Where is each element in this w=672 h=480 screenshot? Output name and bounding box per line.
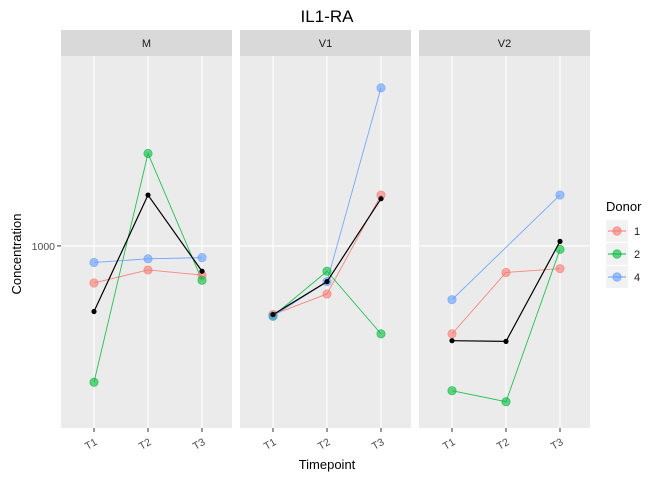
panel-background [240,56,411,428]
x-axis-label: Timepoint [299,457,356,472]
legend-entry-4: 4 [606,266,640,288]
x-tick-label: T2 [316,436,333,453]
legend: Donor 1 2 4 [606,199,642,288]
point-donor-2 [447,386,457,396]
x-tick-label: T3 [549,436,566,453]
x-tick-label: T1 [441,436,458,453]
panel-background [61,56,232,428]
legend-key-point [612,249,622,259]
point-donor-2 [501,397,511,407]
point-donor-2 [143,148,153,159]
x-tick-label: T2 [495,436,512,453]
facet-strip-label: V1 [319,38,332,50]
facet-strip [61,30,232,56]
mean-point [378,196,384,202]
legend-label: 4 [634,272,640,284]
x-tick-label: T2 [137,436,154,453]
point-donor-4 [197,253,207,263]
point-donor-1 [555,264,565,274]
series-line-donor-4 [451,194,561,300]
mean-point [449,338,455,344]
facet-V1: V1 T1 T2 T3 [240,30,411,453]
facet-strip-label: M [142,38,151,50]
x-tick-label: T3 [191,436,208,453]
facet-V2: V2 T1 T2 T3 [419,30,590,453]
legend-key-point [612,226,622,236]
legend-title: Donor [606,199,642,214]
point-donor-4 [143,254,153,264]
point-donor-2 [197,275,207,285]
x-tick-label: T3 [370,436,387,453]
chart-title: IL1-RA [301,7,355,26]
mean-point [270,311,276,318]
point-donor-1 [501,267,511,278]
legend-label: 2 [634,249,640,261]
point-donor-2 [322,266,332,276]
point-donor-4 [555,190,565,200]
point-donor-4 [447,295,457,305]
mean-point [503,338,509,344]
mean-point [199,268,205,274]
mean-point [91,308,97,315]
y-tick-label: 1000 [32,241,56,253]
x-tick-label: T1 [262,436,279,453]
point-donor-4 [89,257,99,268]
point-donor-1 [447,329,457,339]
mean-point [557,238,563,245]
mean-point [324,279,330,285]
mean-point [145,192,151,198]
point-donor-2 [89,377,99,387]
panel-background [419,56,590,428]
x-tick-label: T1 [83,436,100,453]
legend-entry-2: 2 [606,243,640,265]
point-donor-1 [89,278,99,288]
facet-M: M T1 T2 T3 [61,30,232,453]
point-donor-4 [376,83,386,93]
legend-label: 1 [634,226,640,238]
facet-strip [419,30,590,56]
legend-entry-1: 1 [606,220,640,242]
legend-key-point [612,272,622,282]
point-donor-1 [143,265,153,275]
point-donor-2 [376,329,386,339]
y-axis-label: Concentration [9,214,24,295]
facet-panels: M T1 T2 T3 V1 T1 T2 T3 V2 T1 T2 T3 1000 [32,30,590,453]
facet-strip [240,30,411,56]
facet-strip-label: V2 [498,38,511,50]
point-donor-1 [322,289,332,299]
